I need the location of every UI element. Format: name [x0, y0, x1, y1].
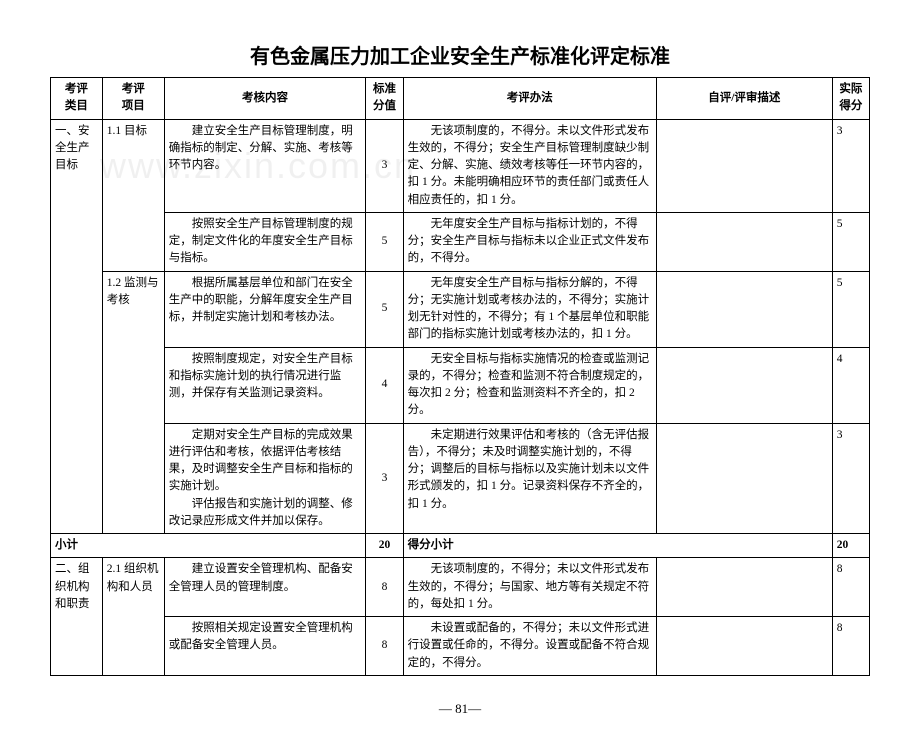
table-header-row: 考评类目 考评项目 考核内容 标准分值 考评办法 自评/评审描述 实际得分 [51, 78, 870, 120]
cell-desc [656, 423, 832, 534]
cell-standard: 3 [366, 423, 403, 534]
cell-category: 一、安全生产目标 [51, 119, 103, 534]
cell-actual: 3 [832, 119, 869, 212]
cell-actual: 4 [832, 347, 869, 423]
cell-actual: 3 [832, 423, 869, 534]
cell-desc [656, 212, 832, 271]
table-row: 二、组织机构和职责 2.1 组织机构和人员 建立设置安全管理机构、配备安全管理人… [51, 558, 870, 617]
cell-actual: 8 [832, 617, 869, 676]
subtotal-actual: 20 [832, 534, 869, 558]
evaluation-table: 考评类目 考评项目 考核内容 标准分值 考评办法 自评/评审描述 实际得分 一、… [50, 77, 870, 676]
cell-category: 二、组织机构和职责 [51, 558, 103, 676]
cell-actual: 8 [832, 558, 869, 617]
cell-standard: 5 [366, 212, 403, 271]
cell-content: 按照制度规定，对安全生产目标和指标实施计划的执行情况进行监测，并保存有关监测记录… [164, 347, 366, 423]
cell-item: 1.2 监测与考核 [102, 271, 164, 534]
table-row: 按照安全生产目标管理制度的规定，制定文件化的年度安全生产目标与指标。 5 无年度… [51, 212, 870, 271]
cell-method: 无年度安全生产目标与指标计划的，不得分；安全生产目标与指标未以企业正式文件发布的… [403, 212, 656, 271]
cell-method: 无年度安全生产目标与指标分解的，不得分；无实施计划或考核办法的，不得分；实施计划… [403, 271, 656, 347]
cell-method: 未设置或配备的，不得分；未以文件形式进行设置或任命的，不得分。设置或配备不符合规… [403, 617, 656, 676]
subtotal-row: 小计 20 得分小计 20 [51, 534, 870, 558]
cell-desc [656, 271, 832, 347]
table-row: 按照制度规定，对安全生产目标和指标实施计划的执行情况进行监测，并保存有关监测记录… [51, 347, 870, 423]
subtotal-standard: 20 [366, 534, 403, 558]
cell-method: 无该项制度的，不得分。未以文件形式发布生效的，不得分；安全生产目标管理制度缺少制… [403, 119, 656, 212]
cell-standard: 4 [366, 347, 403, 423]
h-standard: 标准分值 [366, 78, 403, 120]
h-actual: 实际得分 [832, 78, 869, 120]
cell-desc [656, 558, 832, 617]
cell-content: 建立设置安全管理机构、配备安全管理人员的管理制度。 [164, 558, 366, 617]
cell-method: 无该项制度的，不得分；未以文件形式发布生效的，不得分；与国家、地方等有关规定不符… [403, 558, 656, 617]
table-row: 1.2 监测与考核 根据所属基层单位和部门在安全生产中的职能，分解年度安全生产目… [51, 271, 870, 347]
cell-content: 建立安全生产目标管理制度，明确指标的制定、分解、实施、考核等环节内容。 [164, 119, 366, 212]
cell-desc [656, 119, 832, 212]
table-row: 定期对安全生产目标的完成效果进行评估和考核，依据评估考核结果，及时调整安全生产目… [51, 423, 870, 534]
cell-standard: 8 [366, 617, 403, 676]
subtotal-method-text: 得分小计 [408, 539, 454, 551]
subtotal-label: 小计 [51, 534, 366, 558]
h-method: 考评办法 [403, 78, 656, 120]
cell-standard: 3 [366, 119, 403, 212]
cell-desc [656, 347, 832, 423]
cell-actual: 5 [832, 271, 869, 347]
cell-method: 未定期进行效果评估和考核的（含无评估报告），不得分；未及时调整实施计划的，不得分… [403, 423, 656, 534]
page-title: 有色金属压力加工企业安全生产标准化评定标准 [50, 40, 870, 69]
h-item: 考评项目 [102, 78, 164, 120]
table-row: 一、安全生产目标 1.1 目标 建立安全生产目标管理制度，明确指标的制定、分解、… [51, 119, 870, 212]
cell-content: 按照安全生产目标管理制度的规定，制定文件化的年度安全生产目标与指标。 [164, 212, 366, 271]
subtotal-method-label: 得分小计 [403, 534, 832, 558]
cell-item: 1.1 目标 [102, 119, 164, 271]
h-category: 考评类目 [51, 78, 103, 120]
cell-method: 无安全目标与指标实施情况的检查或监测记录的，不得分；检查和监测不符合制度规定的，… [403, 347, 656, 423]
cell-content: 根据所属基层单位和部门在安全生产中的职能，分解年度安全生产目标，并制定实施计划和… [164, 271, 366, 347]
cell-actual: 5 [832, 212, 869, 271]
cell-content: 定期对安全生产目标的完成效果进行评估和考核，依据评估考核结果，及时调整安全生产目… [164, 423, 366, 534]
cell-item: 2.1 组织机构和人员 [102, 558, 164, 676]
h-content: 考核内容 [164, 78, 366, 120]
cell-desc [656, 617, 832, 676]
table-row: 按照相关规定设置安全管理机构或配备安全管理人员。 8 未设置或配备的，不得分；未… [51, 617, 870, 676]
cell-standard: 8 [366, 558, 403, 617]
cell-standard: 5 [366, 271, 403, 347]
cell-content: 按照相关规定设置安全管理机构或配备安全管理人员。 [164, 617, 366, 676]
page-number: — 81— [50, 701, 870, 717]
h-desc: 自评/评审描述 [656, 78, 832, 120]
